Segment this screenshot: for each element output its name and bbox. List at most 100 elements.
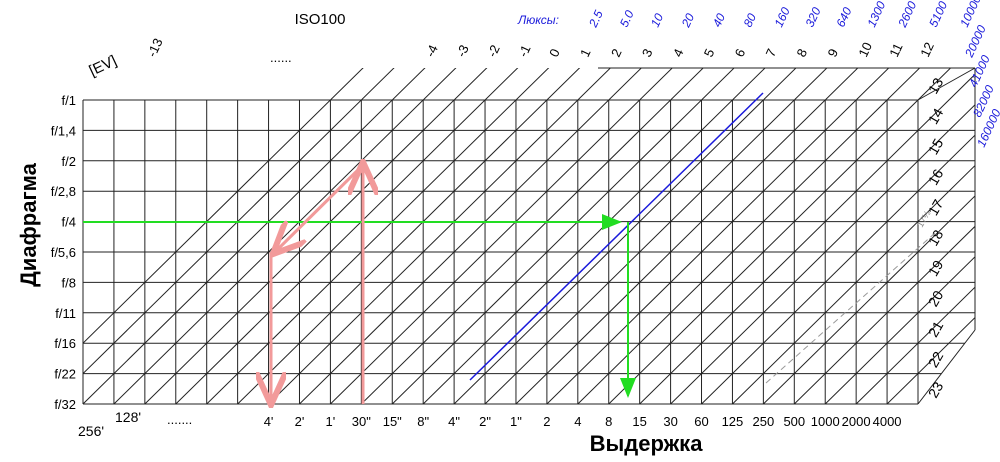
ev-label: 1 (577, 46, 594, 59)
aperture-label: f/1 (62, 93, 76, 108)
diagonal (732, 68, 975, 404)
ev-label: 12 (917, 40, 937, 59)
aperture-label: f/4 (62, 215, 76, 230)
lux-value: 160 (772, 5, 793, 29)
ev-right-label: 23 (925, 379, 947, 401)
diagonal (608, 68, 975, 404)
ev-label: 5 (701, 46, 718, 59)
diagonal (484, 68, 893, 404)
aperture-label: f/11 (55, 306, 76, 321)
diagonal (175, 68, 584, 404)
lux-value: 5100 (926, 0, 950, 29)
aperture-label: f/16 (54, 336, 76, 351)
ev-label: 8 (794, 46, 811, 59)
shutter-label: 1000 (811, 414, 840, 429)
aperture-label: f/8 (62, 275, 76, 290)
ev-right-label: 13 (925, 75, 947, 97)
shutter-label: 2" (479, 414, 491, 429)
lux-value: 640 (833, 5, 854, 29)
edge (917, 329, 976, 405)
shutter-long: 256' (78, 423, 104, 439)
diagonal (577, 68, 975, 404)
shutter-label: 125 (722, 414, 744, 429)
ev-label: -3 (453, 42, 471, 59)
ev-label: [EV] (87, 52, 120, 79)
ev-label: -2 (484, 42, 502, 59)
diagonal (83, 68, 429, 404)
lux-value: 1300 (864, 0, 888, 29)
diagonal (206, 68, 614, 404)
shutter-label: 4' (264, 414, 274, 429)
diagonals (83, 68, 975, 404)
ev-right-label: 21 (925, 318, 947, 340)
shutter-label: 4000 (873, 414, 902, 429)
ev-label: -4 (422, 42, 440, 59)
diagonal (144, 68, 553, 404)
aperture-axis: Диафрагма (16, 162, 41, 287)
ev-label: -13 (144, 36, 166, 59)
aperture-label: f/2,8 (51, 184, 76, 199)
diagonal (793, 68, 975, 404)
ev-dots: ...... (270, 50, 292, 65)
diagonal (422, 68, 831, 404)
lux-value: 80 (741, 11, 759, 29)
aperture-label: f/32 (54, 397, 76, 412)
ev-right-label: 14 (925, 105, 947, 127)
diagonal (391, 68, 800, 404)
diagonal (670, 68, 975, 404)
shutter-label: 250 (753, 414, 775, 429)
diagonal (83, 68, 460, 404)
lux-value: 2600 (895, 0, 920, 30)
shutter-label: 15" (383, 414, 402, 429)
ev-label: 7 (763, 46, 780, 59)
diagonal (330, 68, 738, 404)
lux-value: 2.5 (586, 8, 606, 30)
light-line (469, 92, 764, 381)
ev-label: 11 (886, 41, 905, 60)
diagonal (546, 68, 955, 404)
ev-right-label: 16 (925, 166, 947, 188)
diagonal (824, 68, 975, 404)
ev-label: -1 (515, 42, 533, 59)
shutter-label: 8 (605, 414, 612, 429)
lux-value: 20 (678, 11, 697, 30)
diagonal (268, 68, 676, 404)
title: ISO100 (295, 11, 346, 28)
ev-right-label: 19 (925, 257, 947, 279)
shutter-label: 4 (574, 414, 581, 429)
ev-right-label: 15 (925, 136, 947, 158)
shutter-label: 30" (352, 414, 371, 429)
ev-label: 0 (546, 46, 563, 59)
diagonal (855, 68, 975, 404)
ev-right-label: 18 (925, 227, 947, 249)
pink-arrow (275, 163, 365, 252)
ev-label: 2 (608, 46, 625, 59)
shutter-label: 15 (632, 414, 646, 429)
aperture-label: f/1,4 (51, 123, 76, 138)
diagonal (237, 68, 645, 404)
lux-value: 10000 (957, 0, 984, 29)
aperture-label: f/2 (62, 154, 76, 169)
lux-value: 5.0 (617, 8, 637, 29)
dashed-line (765, 232, 936, 384)
ev-right-label: 22 (925, 348, 947, 370)
diagonal (515, 68, 924, 404)
shutter-long: 128' (115, 409, 141, 425)
shutter-label: 2 (543, 414, 550, 429)
row-line (917, 67, 976, 101)
aperture-label: f/22 (54, 367, 76, 382)
shutter-label: 500 (783, 414, 805, 429)
shutter-axis: Выдержка (590, 431, 704, 456)
shutter-label: 60 (694, 414, 708, 429)
shutter-label: 4" (448, 414, 460, 429)
diagonal (639, 68, 975, 404)
shutter-label: 8" (417, 414, 429, 429)
lux-value: 10 (648, 11, 666, 29)
lux-label: Люксы: (517, 13, 559, 27)
ev-right-label: 20 (925, 288, 947, 310)
ev-label: 6 (732, 46, 749, 59)
diagonal (299, 68, 707, 404)
diagonal (453, 68, 862, 404)
diagonal (701, 68, 975, 404)
